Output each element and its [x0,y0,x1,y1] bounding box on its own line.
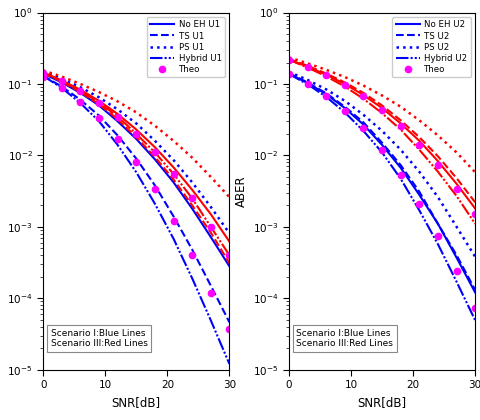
X-axis label: SNR[dB]: SNR[dB] [358,396,407,409]
Legend: No EH U1, TS U1, PS U1, Hybrid U1, Theo: No EH U1, TS U1, PS U1, Hybrid U1, Theo [147,17,225,77]
Y-axis label: ABER: ABER [0,175,1,207]
Text: Scenario I:Blue Lines
Scenario III:Red Lines: Scenario I:Blue Lines Scenario III:Red L… [51,329,147,348]
X-axis label: SNR[dB]: SNR[dB] [112,396,161,409]
Legend: No EH U2, TS U2, PS U2, Hybrid U2, Theo: No EH U2, TS U2, PS U2, Hybrid U2, Theo [393,17,471,77]
Text: Scenario I:Blue Lines
Scenario III:Red Lines: Scenario I:Blue Lines Scenario III:Red L… [297,329,393,348]
Y-axis label: ABER: ABER [234,175,248,207]
